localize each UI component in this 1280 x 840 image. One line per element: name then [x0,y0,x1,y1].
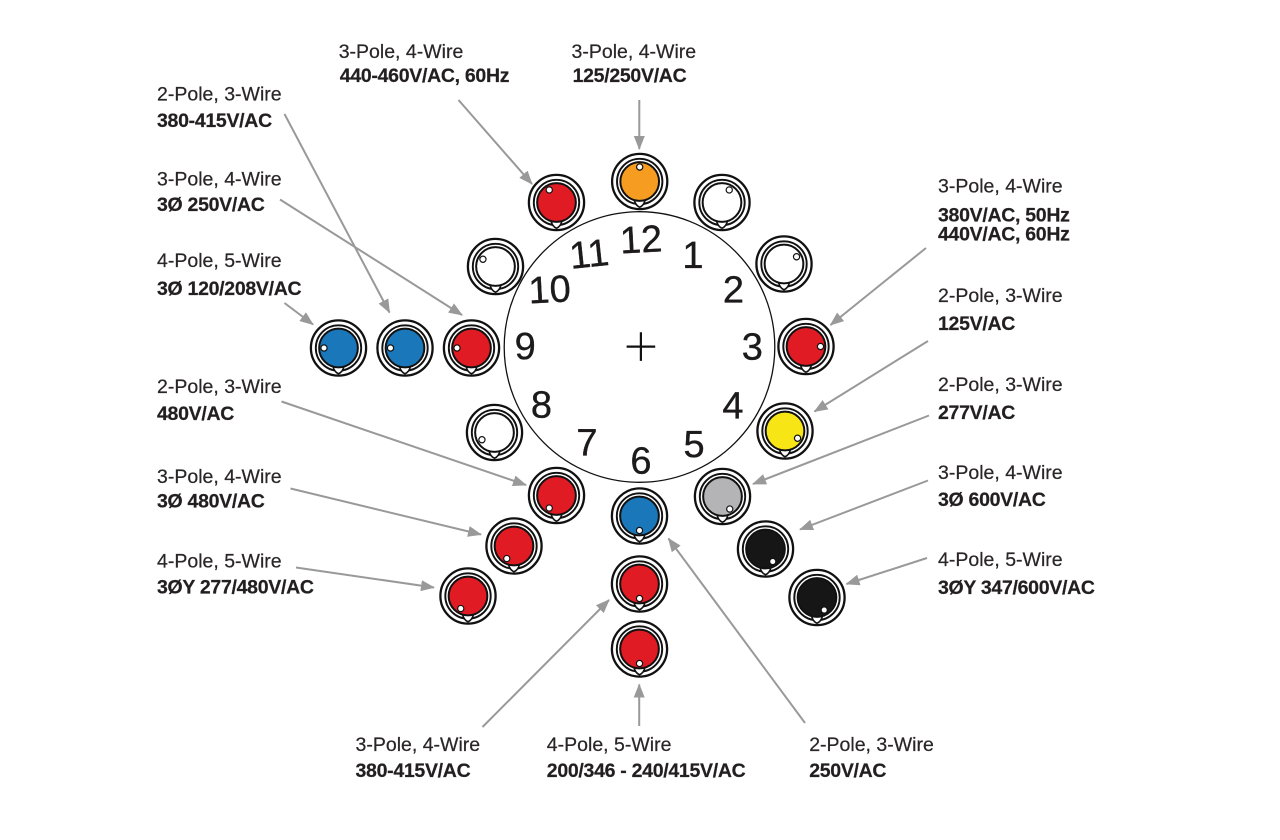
svg-text:4-Pole, 5-Wire: 4-Pole, 5-Wire [157,250,282,272]
svg-text:440V/AC, 60Hz: 440V/AC, 60Hz [938,224,1070,246]
svg-text:277V/AC: 277V/AC [938,402,1015,424]
svg-text:2-Pole, 3-Wire: 2-Pole, 3-Wire [157,84,282,106]
svg-text:5: 5 [684,424,705,466]
svg-text:250V/AC: 250V/AC [809,760,886,782]
svg-text:3-Pole, 4-Wire: 3-Pole, 4-Wire [339,41,464,63]
svg-text:380-415V/AC: 380-415V/AC [157,110,272,132]
svg-text:3-Pole, 4-Wire: 3-Pole, 4-Wire [572,41,697,63]
svg-text:3-Pole, 4-Wire: 3-Pole, 4-Wire [157,466,282,488]
svg-text:2-Pole, 3-Wire: 2-Pole, 3-Wire [938,374,1063,396]
svg-text:11: 11 [567,232,611,278]
svg-text:2-Pole, 3-Wire: 2-Pole, 3-Wire [157,376,282,398]
svg-text:440-460V/AC, 60Hz: 440-460V/AC, 60Hz [340,65,510,87]
svg-text:2-Pole, 3-Wire: 2-Pole, 3-Wire [938,285,1063,307]
svg-text:7: 7 [576,423,597,465]
svg-text:9: 9 [515,326,536,368]
svg-text:3-Pole, 4-Wire: 3-Pole, 4-Wire [157,169,282,191]
svg-text:4-Pole, 5-Wire: 4-Pole, 5-Wire [547,734,672,756]
svg-text:125/250V/AC: 125/250V/AC [573,65,687,87]
svg-text:2-Pole, 3-Wire: 2-Pole, 3-Wire [809,734,934,756]
svg-text:4-Pole, 5-Wire: 4-Pole, 5-Wire [157,551,282,573]
svg-text:3-Pole, 4-Wire: 3-Pole, 4-Wire [356,734,481,756]
svg-text:380V/AC, 50Hz: 380V/AC, 50Hz [938,205,1070,227]
svg-text:3Ø 120/208V/AC: 3Ø 120/208V/AC [157,278,302,300]
svg-text:2: 2 [723,269,744,311]
svg-text:8: 8 [531,385,552,427]
svg-text:3Ø 480V/AC: 3Ø 480V/AC [157,491,265,513]
svg-text:480V/AC: 480V/AC [157,403,234,425]
svg-text:3-Pole, 4-Wire: 3-Pole, 4-Wire [938,462,1063,484]
svg-text:3ØY 277/480V/AC: 3ØY 277/480V/AC [157,577,314,599]
svg-text:3Ø 600V/AC: 3Ø 600V/AC [938,489,1046,511]
svg-text:380-415V/AC: 380-415V/AC [356,760,471,782]
svg-text:3ØY 347/600V/AC: 3ØY 347/600V/AC [938,577,1095,599]
svg-text:3Ø 250V/AC: 3Ø 250V/AC [157,194,265,216]
svg-text:3: 3 [742,326,763,368]
svg-text:3-Pole, 4-Wire: 3-Pole, 4-Wire [938,176,1063,198]
svg-text:200/346 - 240/415V/AC: 200/346 - 240/415V/AC [547,760,746,782]
svg-text:4-Pole, 5-Wire: 4-Pole, 5-Wire [938,549,1063,571]
svg-text:6: 6 [630,441,651,483]
svg-text:125V/AC: 125V/AC [938,313,1015,335]
svg-text:4: 4 [722,386,743,428]
svg-text:12: 12 [619,218,663,262]
svg-text:1: 1 [682,235,703,277]
svg-text:10: 10 [527,268,571,312]
